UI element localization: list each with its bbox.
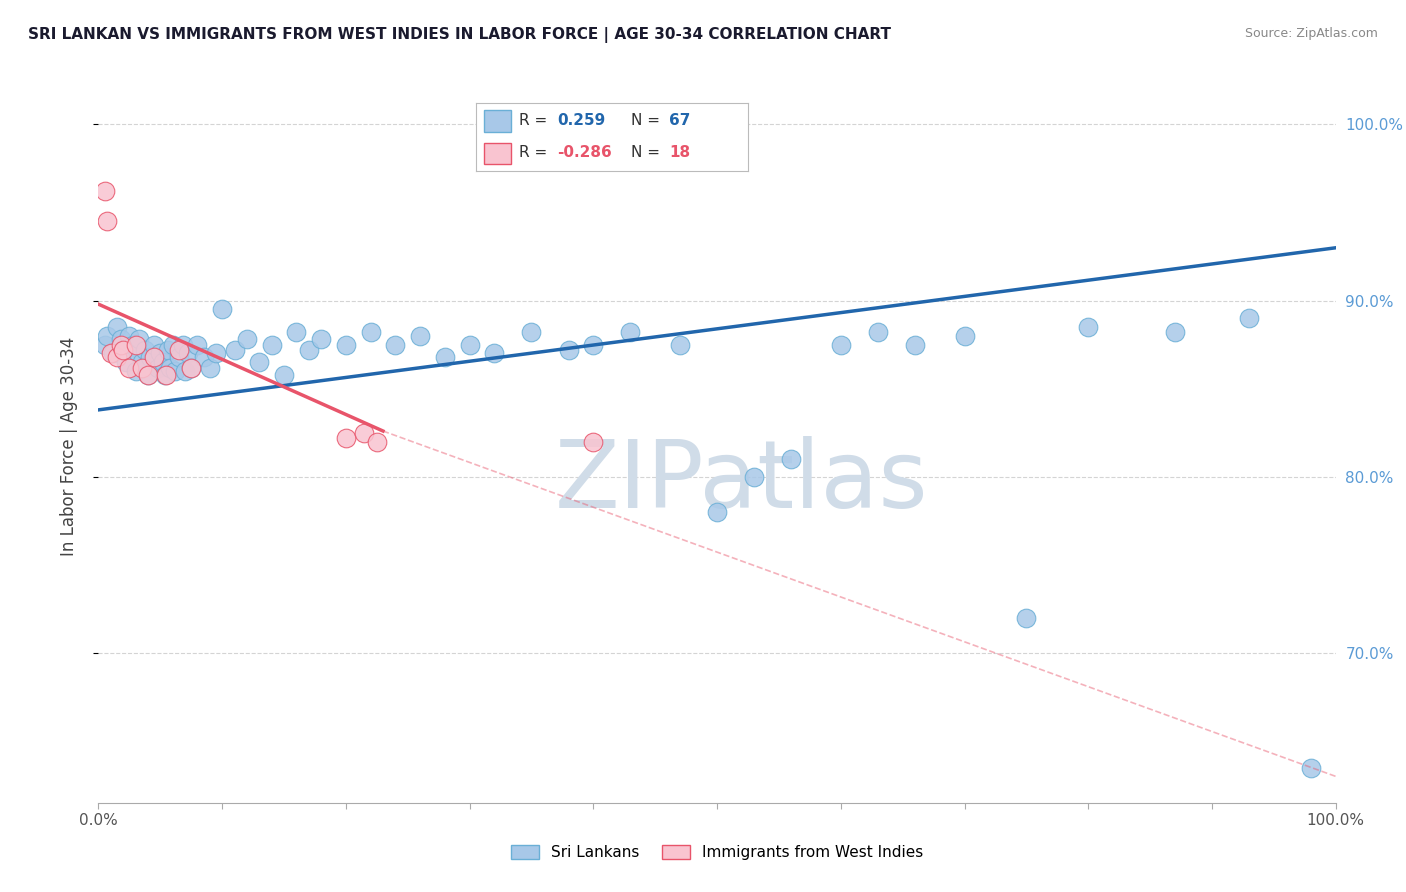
Point [224,343,246,357]
Point [174,364,197,378]
Point [742,470,765,484]
Point [155,368,177,382]
Point [110,337,132,351]
Point [1299,760,1322,774]
Point [1164,326,1187,340]
Point [112,343,135,357]
Point [353,425,375,440]
Point [152,355,174,369]
Point [167,343,190,357]
Point [198,360,221,375]
Point [458,337,481,351]
Point [122,337,145,351]
Point [146,360,169,375]
Point [131,355,153,369]
Point [360,326,382,340]
Point [866,326,889,340]
Point [136,368,159,382]
Point [1077,320,1099,334]
Point [110,332,132,346]
Point [384,337,406,351]
Point [103,346,125,360]
Y-axis label: In Labor Force | Age 30-34: In Labor Force | Age 30-34 [59,336,77,556]
Point [96,214,118,228]
Point [180,360,202,375]
Point [149,346,172,360]
Point [285,326,308,340]
Point [112,343,135,357]
Point [172,337,194,351]
Text: SRI LANKAN VS IMMIGRANTS FROM WEST INDIES IN LABOR FORCE | AGE 30-34 CORRELATION: SRI LANKAN VS IMMIGRANTS FROM WEST INDIE… [28,27,891,43]
Point [335,337,357,351]
Point [139,350,162,364]
Point [131,360,153,375]
Point [273,368,295,382]
Point [520,326,543,340]
Point [236,332,259,346]
Point [706,505,728,519]
Point [193,350,215,364]
Point [176,346,198,360]
Point [247,355,270,369]
Point [211,302,233,317]
Point [669,337,692,351]
Point [298,343,321,357]
Point [953,329,976,343]
Point [366,434,388,449]
Point [136,368,159,382]
Text: Source: ZipAtlas.com: Source: ZipAtlas.com [1244,27,1378,40]
Point [780,452,803,467]
Point [180,360,202,375]
Point [186,337,208,351]
Point [582,434,605,449]
Point [127,346,149,360]
Point [1015,611,1038,625]
Point [143,350,166,364]
Point [155,368,177,382]
Point [105,350,128,364]
Point [205,346,228,360]
Point [93,185,115,199]
Point [557,343,579,357]
Point [1237,311,1260,326]
Point [433,350,456,364]
Point [134,343,156,357]
Point [162,337,184,351]
Point [260,337,283,351]
Point [156,343,179,357]
Point [118,360,141,375]
Point [165,364,187,378]
Point [582,337,605,351]
Point [484,346,506,360]
Point [143,337,166,351]
Point [105,320,128,334]
Point [114,355,136,369]
Point [904,337,927,351]
Legend: Sri Lankans, Immigrants from West Indies: Sri Lankans, Immigrants from West Indies [505,839,929,866]
Point [619,326,641,340]
Point [830,337,852,351]
Point [93,337,115,351]
Point [159,360,181,375]
Point [128,332,150,346]
Text: ZIPatlas: ZIPatlas [555,435,928,528]
Point [335,431,357,445]
Point [124,364,146,378]
Point [118,329,141,343]
Point [309,332,332,346]
Point [409,329,432,343]
Point [96,329,118,343]
Point [167,350,190,364]
Point [100,346,122,360]
Point [124,337,146,351]
